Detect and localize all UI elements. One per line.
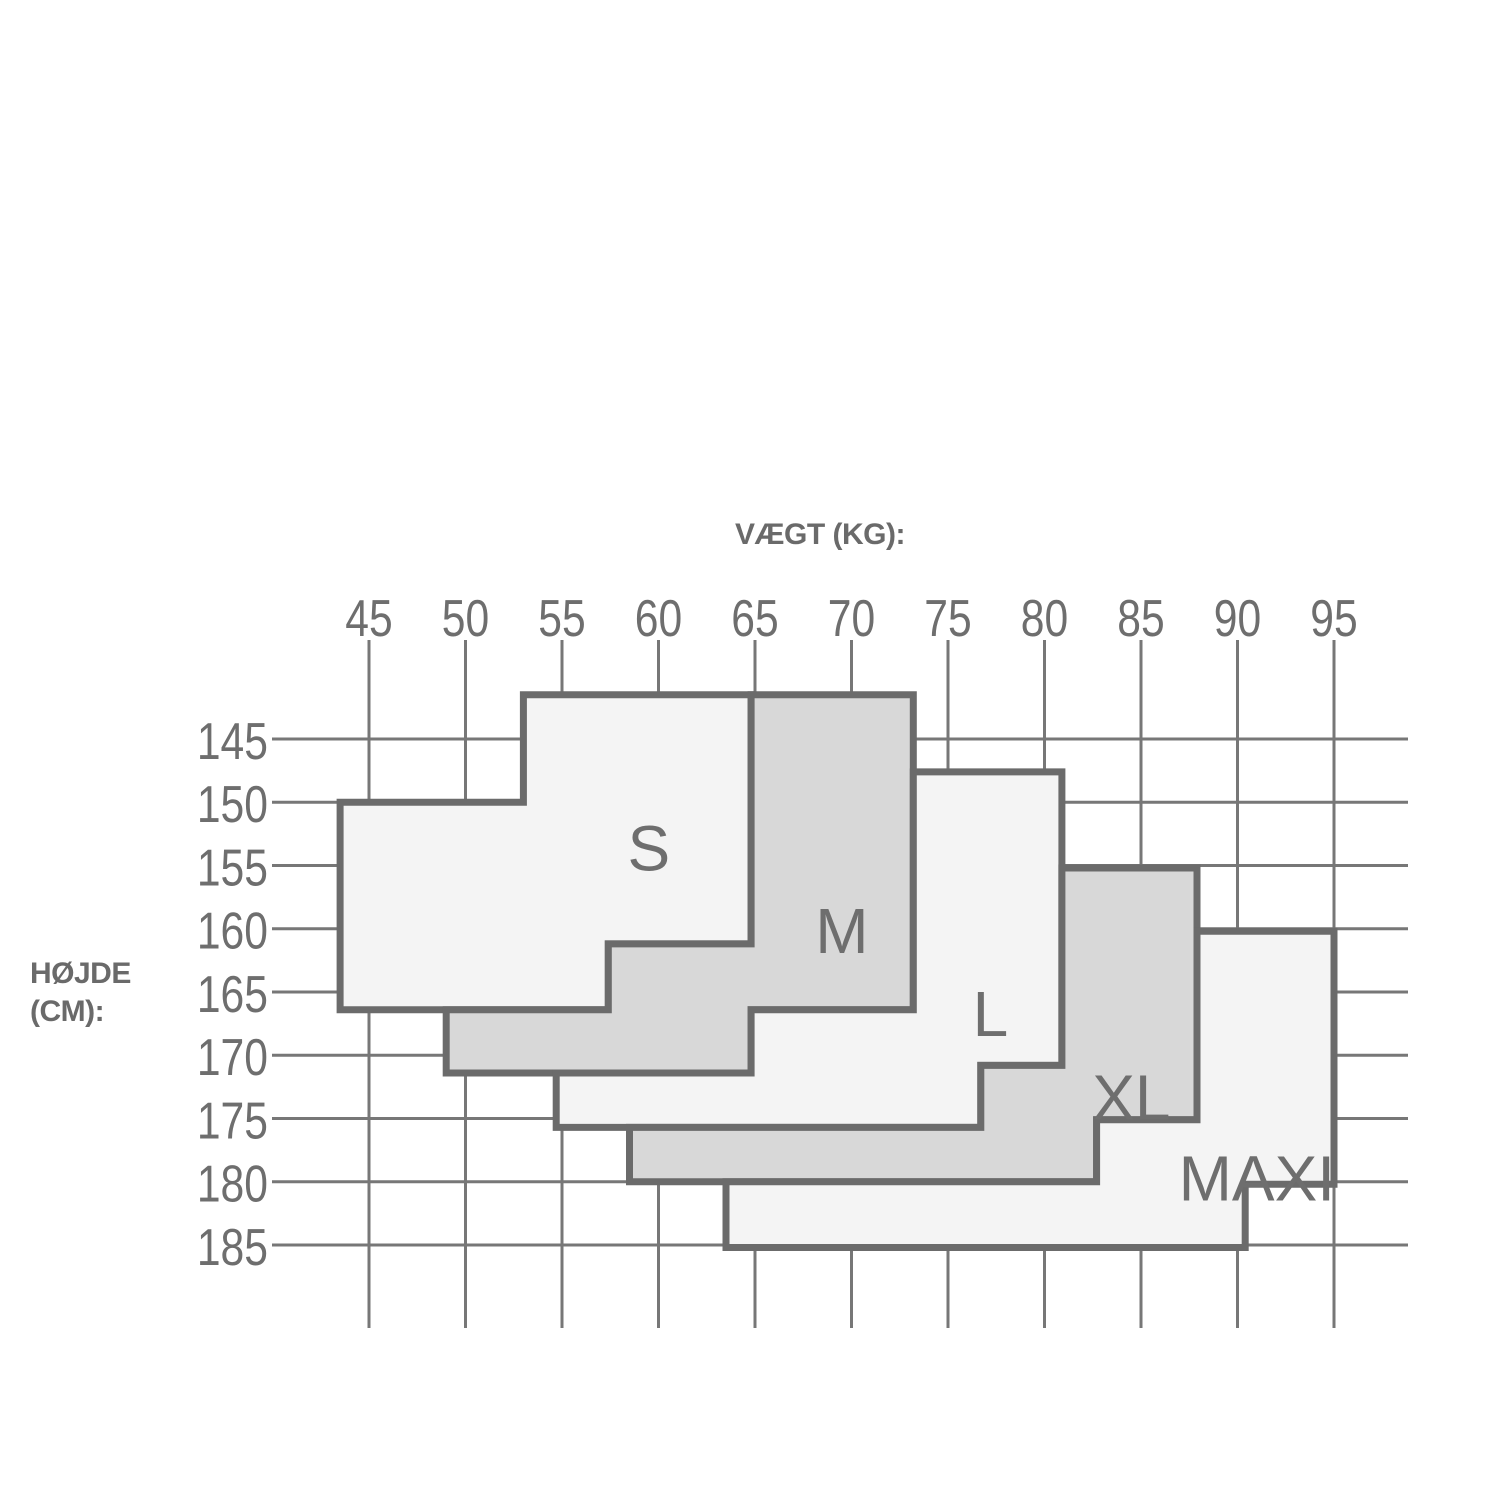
x-tick-label: 95 (1310, 590, 1357, 648)
size-regions (336, 691, 1338, 1251)
y-tick-label: 155 (197, 840, 268, 898)
x-tick-label: 55 (538, 590, 585, 648)
size-region-maxi (722, 927, 1338, 1251)
x-axis-title: VÆGT (KG): (735, 518, 905, 551)
y-tick-label: 145 (197, 713, 268, 771)
y-axis-title-line-1: HØJDE (30, 957, 131, 990)
y-tick-label: 150 (197, 776, 268, 834)
y-tick-label: 160 (197, 903, 268, 961)
x-tick-label: 80 (1021, 590, 1068, 648)
x-tick-label: 85 (1117, 590, 1164, 648)
x-tick-label: 75 (924, 590, 971, 648)
x-tick-label: 45 (345, 590, 392, 648)
y-tick-label: 170 (197, 1029, 268, 1087)
size-label-maxi: MAXI (1179, 1143, 1335, 1215)
size-label-l: L (973, 978, 1009, 1050)
x-tick-label: 70 (828, 590, 875, 648)
x-tick-label: 60 (635, 590, 682, 648)
y-axis-title: HØJDE (CM): (30, 955, 131, 1031)
y-tick-label: 185 (197, 1219, 268, 1277)
x-tick-label: 65 (731, 590, 778, 648)
y-axis-title-line-2: (CM): (30, 995, 105, 1028)
y-tick-label: 165 (197, 966, 268, 1024)
y-tick-label: 180 (197, 1156, 268, 1214)
x-tick-label: 90 (1214, 590, 1261, 648)
y-tick-label: 175 (197, 1093, 268, 1151)
size-label-s: S (628, 813, 671, 885)
size-label-xl: XL (1092, 1062, 1170, 1134)
x-tick-label: 50 (442, 590, 489, 648)
size-label-m: M (815, 895, 868, 967)
